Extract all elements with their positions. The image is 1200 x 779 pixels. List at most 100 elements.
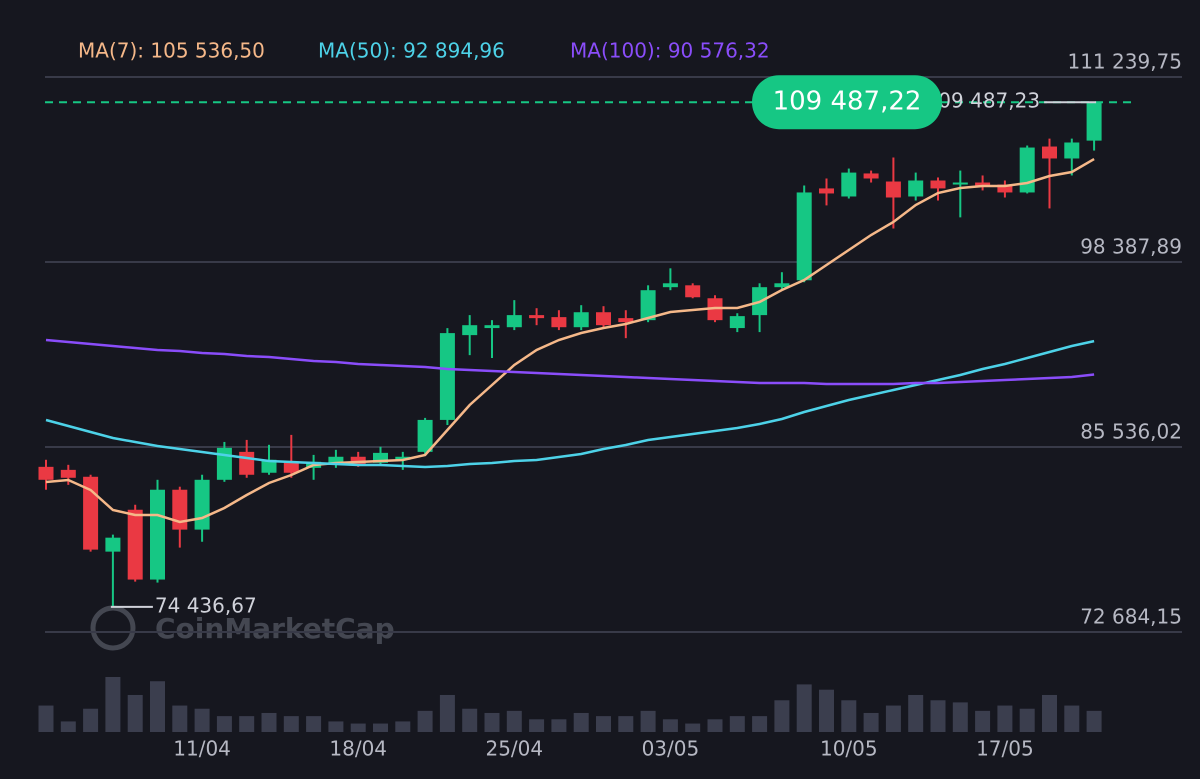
volume-bar: [60, 721, 76, 732]
volume-bar: [551, 719, 567, 732]
volume-bar: [216, 716, 232, 732]
volume-bar: [930, 700, 946, 732]
y-tick-label: 72 684,15: [1080, 605, 1182, 629]
volume-bar: [841, 700, 857, 732]
volume-bar: [172, 705, 188, 732]
candle-body: [819, 188, 834, 194]
candle-body: [194, 479, 210, 530]
volume-bar: [1042, 694, 1057, 732]
candle-body: [573, 312, 589, 328]
volume-bar: [752, 716, 768, 732]
ma-line: [45, 338, 1095, 386]
volume-bar: [796, 684, 812, 732]
volume-bar: [975, 710, 991, 732]
candle-body: [484, 325, 500, 329]
volume-bar: [618, 716, 634, 732]
candle-body: [885, 181, 901, 198]
volume-bar: [1019, 708, 1035, 732]
candle-body: [975, 182, 991, 187]
candle-body: [439, 333, 455, 420]
candle-body: [1042, 146, 1057, 159]
volume-bar: [350, 723, 366, 732]
candle-body: [1086, 102, 1102, 141]
volume-bar: [908, 694, 924, 732]
candle-body: [60, 469, 76, 478]
candle-body: [841, 172, 857, 197]
volume-bar: [38, 705, 54, 732]
volume-bar: [573, 712, 589, 732]
candle-body: [529, 315, 545, 319]
volume-bar: [729, 716, 745, 732]
y-tick-label: 111 239,75: [1067, 50, 1182, 74]
watermark: CoinMarketCap: [90, 605, 395, 651]
candle-body: [150, 489, 165, 580]
volume-bar: [373, 723, 388, 732]
volume-bar: [105, 677, 121, 732]
volume-bar: [863, 712, 879, 732]
y-tick-label: 85 536,02: [1080, 420, 1182, 444]
price-pill: [752, 75, 942, 130]
candle-body: [930, 180, 946, 189]
volume-bar: [462, 708, 478, 732]
candle-body: [261, 459, 277, 473]
volume-bar: [261, 712, 277, 732]
x-tick-label: 03/05: [642, 737, 700, 761]
volume-bar: [150, 681, 165, 732]
candle-body: [462, 325, 478, 336]
legend-entry: MA(50): 92 894,96: [318, 39, 505, 63]
ma-line: [45, 158, 1095, 524]
candle-body: [596, 312, 611, 326]
volume-bar: [596, 716, 611, 732]
x-tick-label: 25/04: [485, 737, 543, 761]
volume-bar: [997, 705, 1013, 732]
volume-bar: [395, 721, 411, 732]
candle-body: [908, 180, 924, 197]
x-tick-label: 17/05: [976, 737, 1034, 761]
volume-bar: [194, 708, 210, 732]
max-label: 109 487,23: [926, 89, 1041, 113]
candle-body: [551, 317, 567, 328]
candle-body: [328, 456, 344, 465]
candle-body: [1019, 147, 1035, 193]
y-tick-label: 98 387,89: [1080, 235, 1182, 259]
min-label: 74 436,67: [155, 593, 257, 617]
candle-body: [997, 184, 1013, 193]
x-tick-label: 18/04: [329, 737, 387, 761]
candle-body: [618, 318, 634, 323]
volume-bar: [685, 723, 701, 732]
volume-bar: [484, 712, 500, 732]
volume-bar: [506, 710, 522, 732]
legend-entry: MA(7): 105 536,50: [78, 39, 265, 63]
volume-bar: [417, 710, 433, 732]
candle-body: [172, 489, 188, 530]
candle-body: [796, 192, 812, 281]
volume-bar: [885, 705, 901, 732]
candle-body: [127, 509, 143, 580]
volume-bar: [952, 702, 968, 732]
volume-bar: [819, 689, 834, 732]
price-label: 109 487,22: [773, 87, 922, 117]
x-tick-label: 10/05: [820, 737, 878, 761]
volume-bar: [127, 694, 143, 732]
x-tick-label: 11/04: [173, 737, 231, 761]
volume-bar: [662, 719, 678, 732]
volume-bar: [529, 719, 545, 732]
candle-body: [662, 283, 678, 288]
candle-body: [417, 419, 433, 452]
watermark-text: CoinMarketCap: [155, 612, 395, 645]
candle-body: [395, 456, 411, 460]
candle-body: [105, 537, 121, 552]
candle-body: [373, 452, 388, 463]
candle-body: [239, 451, 255, 475]
watermark-logo: [90, 605, 136, 651]
volume-bar: [640, 710, 656, 732]
candle-body: [863, 173, 879, 179]
candle-body: [216, 447, 232, 480]
candle-body: [952, 182, 968, 185]
candle-body: [774, 283, 790, 288]
candle-body: [506, 315, 522, 328]
volume-bar: [83, 708, 99, 732]
